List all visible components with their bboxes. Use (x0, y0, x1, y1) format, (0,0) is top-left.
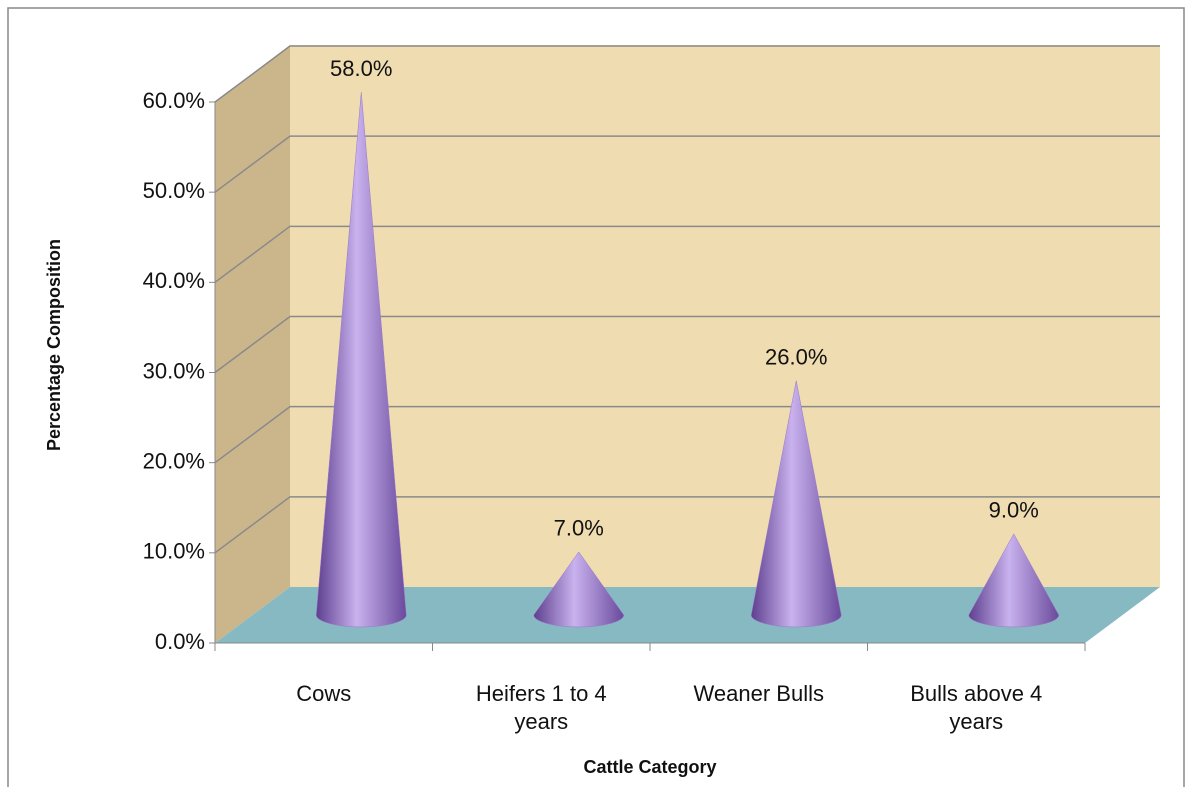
y-tick-label: 10.0% (143, 539, 205, 564)
y-tick-label: 0.0% (155, 629, 205, 654)
x-tick-label: Cows (296, 681, 352, 706)
frame (7, 7, 1185, 787)
grid-line (214, 225, 1160, 283)
cone (315, 92, 407, 628)
y-tick-label: 50.0% (143, 178, 205, 203)
data-label: 26.0% (765, 344, 827, 369)
x-tick-label: Weaner Bulls (693, 681, 824, 706)
grid-line (214, 135, 1160, 193)
data-label: 58.0% (330, 56, 392, 81)
cone (750, 380, 842, 628)
floor (215, 587, 1160, 643)
grid-line (214, 45, 1160, 103)
data-label: 7.0% (554, 516, 604, 541)
x-axis-label: Cattle Category (583, 757, 716, 777)
cone (533, 551, 625, 628)
y-tick-label: 60.0% (143, 88, 205, 113)
cone (968, 533, 1060, 628)
y-axis-label: Percentage Composition (44, 239, 64, 451)
data-label: 9.0% (989, 498, 1039, 523)
y-tick-label: 40.0% (143, 268, 205, 293)
grid-line (214, 496, 1160, 554)
y-tick-label: 30.0% (143, 358, 205, 383)
y-tick-label: 20.0% (143, 448, 205, 473)
x-tick-label: Heifers 1 to 4 years (475, 681, 607, 734)
grid-line (214, 315, 1160, 374)
x-tick-label: Bulls above 4 years (910, 681, 1043, 734)
grid-line (214, 405, 1160, 464)
